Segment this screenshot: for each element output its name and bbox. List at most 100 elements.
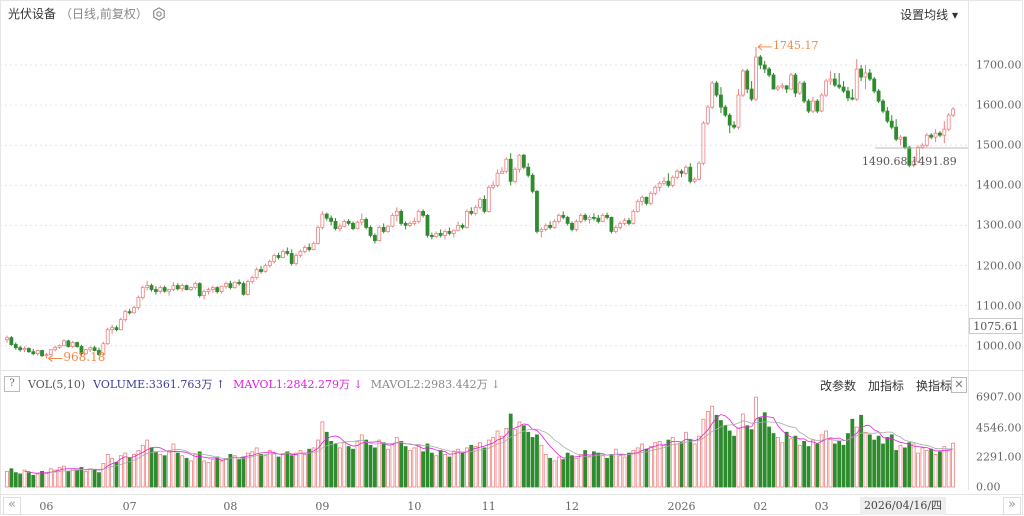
candle-up [210, 287, 215, 290]
change-params-button[interactable]: 改参数 [819, 379, 856, 393]
volume-bar [464, 447, 469, 488]
candle-down [859, 68, 863, 78]
volume-bar [723, 425, 728, 488]
candle-up [337, 225, 342, 230]
volume-bar [640, 443, 644, 488]
volume-bar [425, 443, 430, 488]
candle-up [110, 327, 115, 331]
candle-up [302, 247, 307, 252]
scroll-left-button[interactable]: « [3, 497, 21, 515]
ma-setting-dropdown[interactable]: 设置均线 ▾ [900, 8, 958, 22]
candle-down [561, 214, 566, 218]
mavol1-value: MAVOL1:2842.279万 ↓ [233, 378, 363, 391]
candle-down [75, 342, 79, 347]
candle-up [342, 220, 347, 227]
volume-bar [276, 456, 281, 488]
volume-bar [815, 443, 820, 488]
volume-bar [355, 440, 360, 488]
volume-bar [670, 437, 675, 488]
volume-bar [740, 413, 745, 488]
candle-down [837, 84, 842, 88]
scroll-right-button[interactable]: » [1003, 497, 1021, 515]
add-indicator-button[interactable]: 加指标 [867, 379, 904, 393]
candle-up [145, 285, 150, 288]
volume-bar [118, 455, 123, 488]
candle-down [13, 344, 18, 349]
volume-bar [679, 442, 684, 488]
volume-bar [946, 448, 951, 488]
candle-down [903, 136, 907, 148]
volume-bar [688, 439, 693, 488]
candle-up [635, 200, 640, 212]
volume-bar [158, 454, 163, 488]
candle-up [574, 220, 579, 230]
volume-bar [916, 452, 920, 488]
volume-bar [311, 447, 316, 488]
volume-bar [797, 444, 802, 488]
candle-down [771, 74, 776, 90]
volume-bar [316, 439, 320, 488]
x-tick-label: 10 [407, 500, 422, 513]
volume-bar [18, 473, 23, 488]
volume-bar [250, 451, 255, 488]
indicator-name: VOL(5,10) [28, 377, 86, 391]
volume-bar [272, 452, 277, 488]
candle-down [583, 214, 588, 220]
volume-bar [79, 467, 84, 488]
help-button[interactable]: ? [4, 376, 20, 392]
candle-up [920, 144, 925, 148]
candlestick-chart[interactable] [0, 0, 968, 494]
cursor-date: 2026/04/16/四 [860, 497, 946, 515]
candle-up [854, 68, 859, 100]
volume-tick-label: 2291.00 [976, 450, 1022, 464]
volume-bar [342, 442, 347, 488]
candle-down [876, 90, 881, 102]
volume-bar [596, 452, 601, 488]
switch-indicator-button[interactable]: 换指标 [915, 379, 952, 393]
volume-bar [26, 472, 31, 488]
volume-bar [136, 450, 141, 488]
candle-up [942, 128, 947, 136]
candle-up [101, 343, 106, 355]
volume-bar [5, 470, 9, 488]
volume-bar [898, 444, 903, 488]
candle-down [885, 110, 890, 122]
volume-bar [793, 435, 798, 488]
candle-up [219, 285, 224, 292]
volume-bar [491, 437, 496, 488]
candle-up [675, 170, 680, 178]
candle-up [946, 114, 951, 130]
candle-down [719, 94, 723, 108]
candle-up [22, 348, 27, 351]
volume-bar [154, 451, 158, 488]
candle-down [565, 216, 570, 224]
candle-up [670, 176, 675, 186]
candle-up [35, 350, 40, 355]
candle-up [924, 134, 929, 146]
candle-up [48, 349, 53, 355]
gear-icon[interactable] [152, 6, 166, 21]
xaxis-divider [0, 494, 1024, 495]
x-tick-label: 07 [122, 500, 137, 513]
candle-up [464, 210, 469, 228]
volume-bar [710, 405, 715, 488]
candle-down [184, 285, 189, 290]
volume-bar [613, 448, 618, 488]
volume-bar [110, 457, 115, 488]
candle-down [259, 269, 263, 272]
candle-down [872, 78, 877, 92]
candle-down [570, 222, 574, 230]
close-indicator-icon[interactable]: ✕ [951, 377, 967, 393]
volume-bar [850, 418, 855, 488]
candle-up [631, 210, 636, 224]
volume-bar [22, 469, 27, 488]
candle-up [359, 218, 364, 223]
volume-bar [675, 443, 680, 488]
volume-bar [697, 435, 701, 488]
volume-bar [627, 452, 631, 488]
volume-bar [482, 447, 487, 488]
candle-up [105, 329, 110, 345]
candle-up [898, 136, 903, 140]
candle-down [285, 251, 290, 254]
volume-tick-label: 4546.00 [976, 421, 1022, 435]
